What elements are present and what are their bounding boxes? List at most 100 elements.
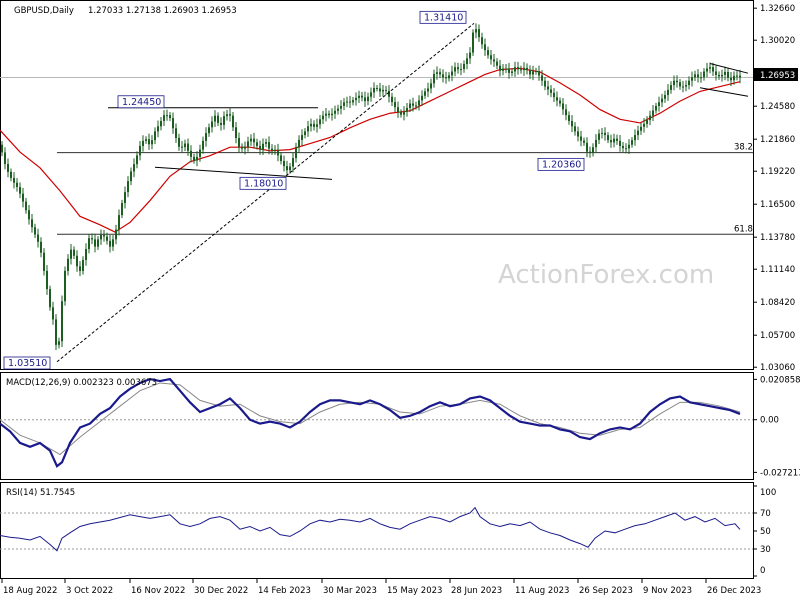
candle-body [106, 236, 108, 241]
rsi-tick-label: 0 [760, 566, 765, 576]
candle-body [415, 105, 417, 107]
candle-body [283, 161, 285, 167]
candle-body [568, 115, 570, 121]
candle-body [94, 239, 96, 247]
candle-body [733, 75, 735, 81]
candle-body [472, 32, 474, 53]
candle-body [640, 126, 642, 131]
candle-body [277, 149, 279, 156]
candle-body [97, 239, 99, 247]
watermark: ActionForex.com [498, 260, 714, 290]
candle-body [142, 140, 144, 146]
candle-body [10, 171, 12, 178]
price-label-box [3, 356, 51, 370]
candle-body [79, 266, 81, 271]
candle-body [319, 119, 321, 125]
candle-body [706, 68, 708, 72]
candle-body [19, 187, 21, 194]
rsi-line [0, 506, 741, 552]
candle-body [721, 74, 723, 77]
candle-body [457, 67, 459, 70]
time-tick-label: 30 Dec 2022 [194, 586, 248, 596]
candle-body [37, 234, 39, 242]
candle-body [478, 29, 480, 38]
candle-body [463, 63, 465, 70]
price-label-box [239, 176, 287, 190]
horizontal-levels: 38.2 61.8 [0, 76, 753, 235]
time-tick-label: 26 Dec 2023 [707, 586, 761, 596]
candle-body [694, 74, 696, 78]
candle-body [61, 301, 63, 342]
trendline [56, 22, 475, 363]
time-tick-label: 28 Jun 2023 [451, 586, 502, 596]
candle-body [388, 90, 390, 97]
candle-body [466, 58, 468, 64]
candle-body [172, 118, 174, 129]
candle-body [574, 126, 576, 132]
candle-body [109, 240, 111, 247]
candle-body [451, 71, 453, 76]
time-tick-label: 30 Mar 2023 [323, 586, 377, 596]
candle-body [646, 120, 648, 124]
candle-body [667, 89, 669, 96]
candle-body [304, 131, 306, 136]
candle-body [307, 126, 309, 132]
candle-body [358, 95, 360, 98]
candle-body [34, 227, 36, 235]
macd-label: MACD(12,26,9) 0.002323 0.003673 [6, 378, 157, 388]
candle-body [253, 138, 255, 143]
candle-body [223, 116, 225, 125]
candle-body [115, 229, 117, 240]
candle-body [250, 138, 252, 142]
candle-body [13, 177, 15, 183]
candle-body [163, 115, 165, 121]
candle-body [541, 75, 543, 81]
candle-body [76, 255, 78, 267]
candle-body [577, 131, 579, 137]
candle-body [448, 75, 450, 79]
candle-body [247, 141, 249, 148]
candle-body [655, 105, 657, 111]
macd-line [0, 377, 741, 468]
fib-label: 61.8 [734, 224, 753, 234]
candle-body [424, 91, 426, 96]
rsi-panel [0, 482, 754, 579]
candle-body [406, 107, 408, 112]
candle-body [370, 92, 372, 97]
candle-body [7, 163, 9, 172]
candle-body [49, 289, 51, 308]
candle-body [676, 80, 678, 83]
candle-body [145, 139, 147, 141]
candle-body [292, 158, 294, 167]
candle-body [436, 72, 438, 74]
candle-body [274, 149, 276, 151]
candle-body [208, 127, 210, 134]
candle-body [607, 135, 609, 141]
candle-body [217, 115, 219, 123]
candle-body [532, 71, 534, 75]
candle-body [238, 137, 240, 147]
price-label-box [117, 95, 165, 109]
price-tick-label: 1.30020 [760, 36, 795, 46]
candle-body [739, 75, 741, 78]
candle-body [442, 74, 444, 78]
candle-body [232, 115, 234, 128]
candle-body [346, 101, 348, 103]
candle-body [298, 139, 300, 148]
candle-body [310, 123, 312, 127]
time-tick-label: 3 Oct 2022 [66, 586, 113, 596]
candle-body [82, 259, 84, 271]
candle-body [88, 238, 90, 250]
candle-body [136, 155, 138, 165]
candle-body [328, 113, 330, 116]
candle-body [421, 95, 423, 101]
time-tick-label: 15 May 2023 [387, 586, 442, 596]
candle-body [85, 249, 87, 260]
candle-body [4, 152, 6, 164]
candle-body [652, 110, 654, 116]
candle-body [505, 68, 507, 70]
candle-body [259, 145, 261, 150]
candle-body [562, 103, 564, 110]
candle-body [391, 96, 393, 103]
